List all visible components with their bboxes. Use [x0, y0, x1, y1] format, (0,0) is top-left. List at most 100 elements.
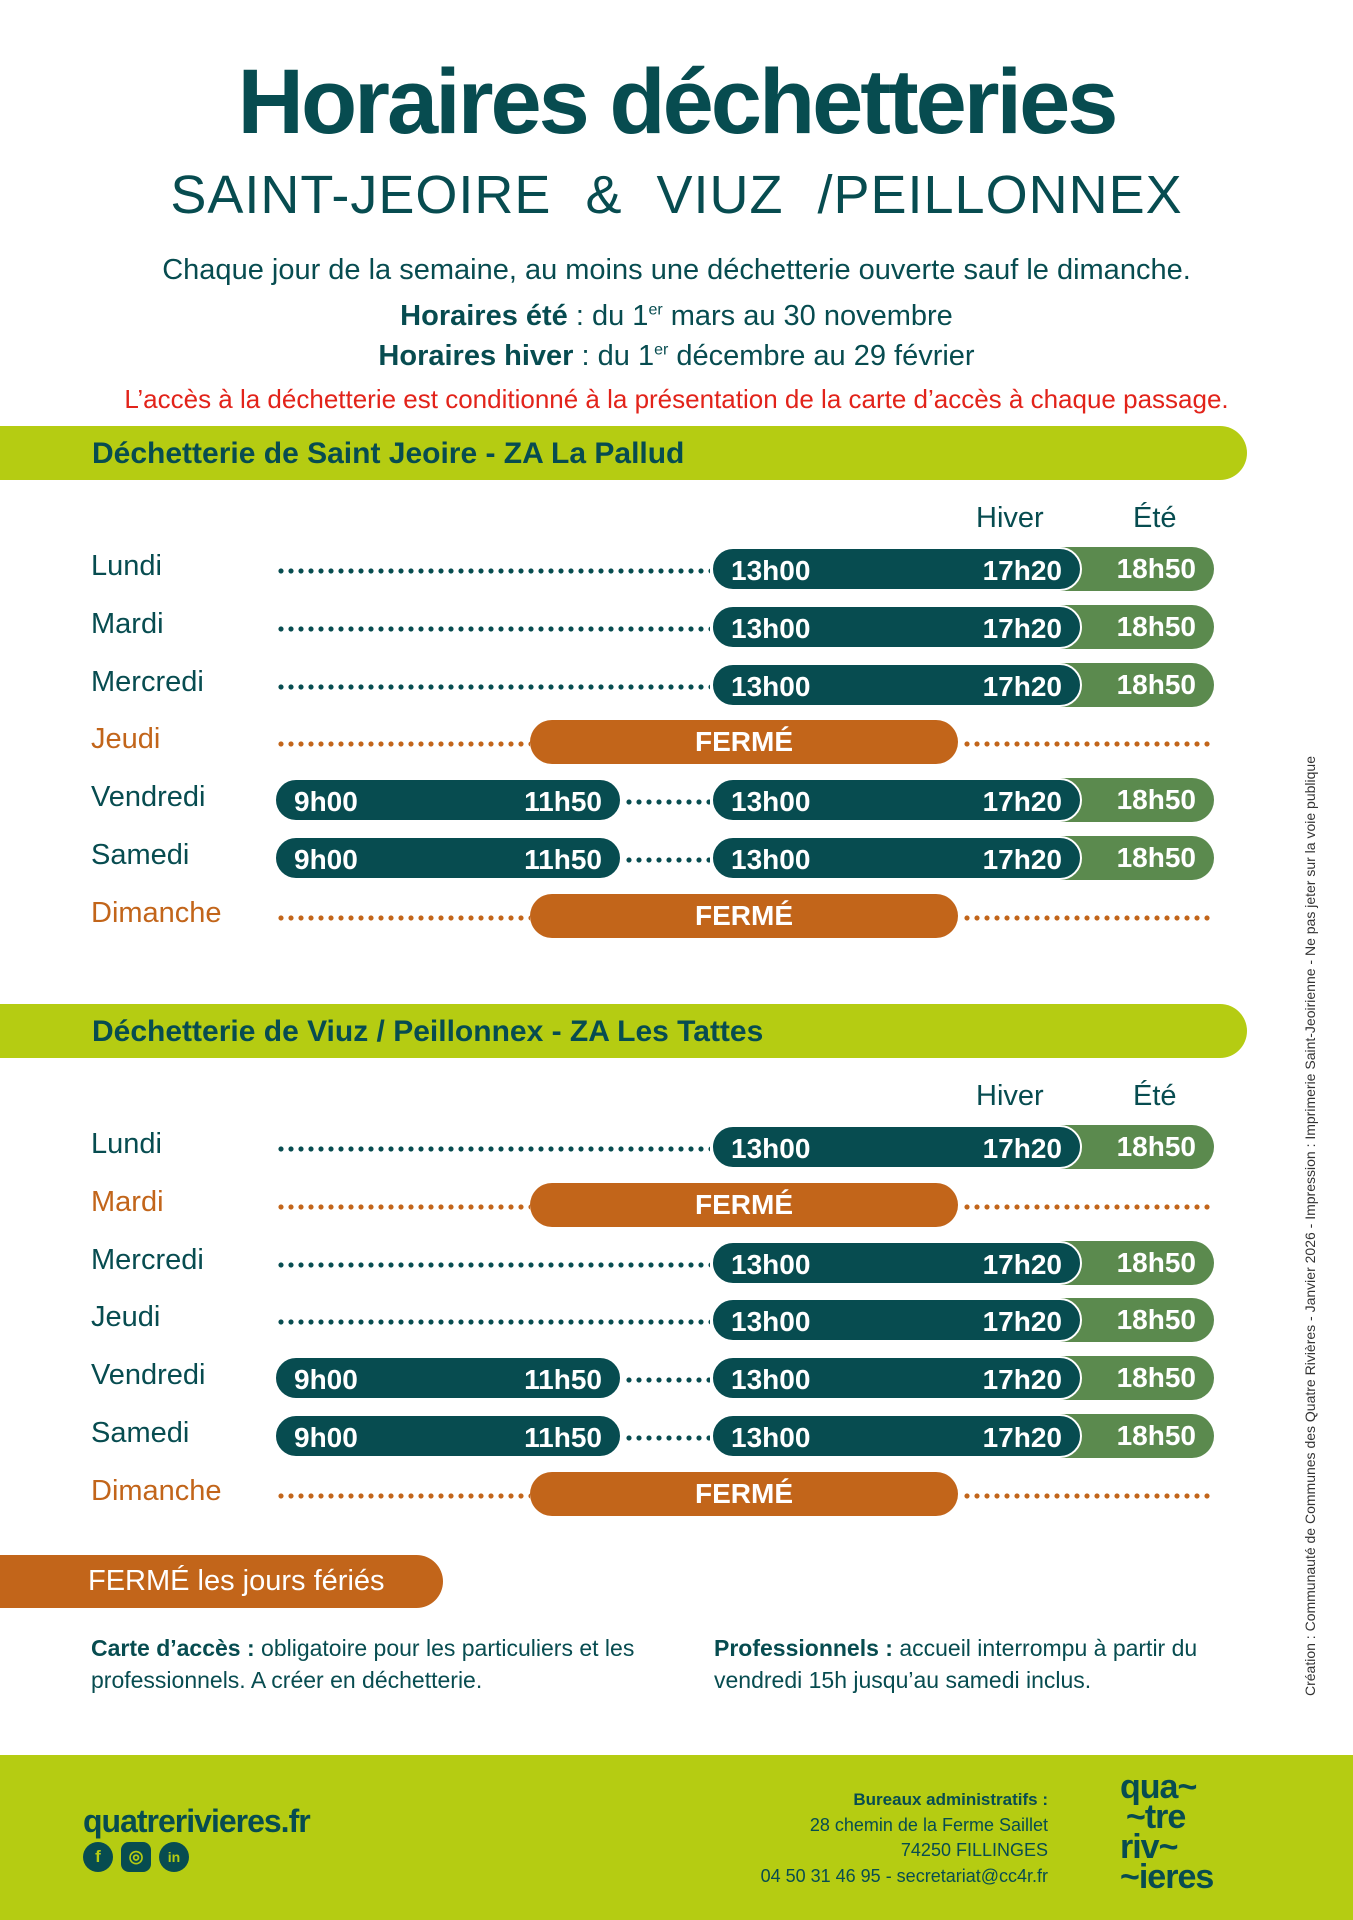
closed-pill: FERMÉ: [530, 1471, 958, 1516]
dotted-line: [276, 568, 710, 574]
opening-time: 13h00: [731, 1248, 811, 1280]
winter-text: décembre au 29 février: [668, 340, 975, 372]
afternoon-hours-pill: 13h00 17h20: [711, 662, 1082, 707]
dotted-line: [276, 914, 530, 921]
note-text: accueil interrompu à partir du vendredi …: [714, 1635, 1198, 1693]
closing-time: 11h50: [524, 1364, 602, 1396]
logo-line: ~tre: [1126, 1798, 1186, 1836]
column-header-winter: Hiver: [976, 502, 1044, 534]
dotted-line: [276, 1319, 710, 1326]
logo-line: qua~: [1120, 1768, 1197, 1806]
summer-closing-time: 18h50: [1116, 1246, 1196, 1278]
afternoon-hours-pill: 13h00 17h20: [711, 1356, 1082, 1401]
section-title: Déchetterie de Saint Jeoire - ZA La Pall…: [92, 437, 685, 470]
morning-hours-pill: 9h00 11h50: [274, 1414, 622, 1458]
winter-label: Horaires hiver: [378, 340, 574, 372]
summer-closing-time: 18h50: [1116, 668, 1196, 700]
summer-closing-time: 18h50: [1116, 1131, 1196, 1162]
day-label: Vendredi: [91, 1359, 206, 1392]
column-header-summer: Été: [1133, 1080, 1177, 1112]
winter-closing-time: 17h20: [982, 1306, 1062, 1338]
holidays-closed-badge: FERMÉ les jours fériés: [0, 1555, 443, 1608]
winter-text: : du 1: [573, 340, 655, 372]
opening-time: 13h00: [731, 555, 811, 586]
address-line: 28 chemin de la Ferme Saillet: [809, 1815, 1048, 1835]
linkedin-icon[interactable]: in: [159, 1842, 189, 1872]
opening-time: 9h00: [294, 786, 358, 818]
closed-pill: FERMÉ: [530, 720, 958, 765]
day-label: Dimanche: [91, 1474, 222, 1507]
day-label: Samedi: [91, 839, 190, 871]
note-text: obligatoire pour les particuliers et les…: [91, 1635, 635, 1693]
opening-time: 13h00: [731, 612, 811, 644]
day-label: Lundi: [91, 550, 162, 582]
winter-closing-time: 17h20: [982, 612, 1062, 644]
logo-line: riv~: [1120, 1828, 1178, 1866]
note-label: Professionnels :: [714, 1635, 893, 1661]
website-link[interactable]: quatrerivieres.fr: [83, 1803, 311, 1839]
day-label: Vendredi: [91, 781, 206, 814]
winter-closing-time: 17h20: [982, 786, 1062, 818]
day-label: Lundi: [91, 1128, 162, 1160]
dotted-line: [276, 741, 530, 748]
afternoon-hours-pill: 13h00 17h20: [711, 1125, 1082, 1169]
dotted-line: [624, 1435, 710, 1441]
summer-closing-time: 18h50: [1116, 1304, 1196, 1336]
summer-closing-time: 18h50: [1116, 784, 1196, 816]
winter-closing-time: 17h20: [982, 1364, 1062, 1396]
winter-closing-time: 17h20: [982, 844, 1062, 875]
facebook-icon[interactable]: f: [83, 1842, 113, 1872]
summer-label: Horaires été: [400, 300, 568, 332]
morning-hours-pill: 9h00 11h50: [274, 1356, 622, 1401]
afternoon-hours-pill: 13h00 17h20: [711, 778, 1082, 823]
column-header-winter: Hiver: [976, 1080, 1044, 1112]
dotted-line: [276, 1261, 710, 1268]
instagram-icon[interactable]: ◎: [121, 1842, 151, 1872]
day-label: Jeudi: [91, 1301, 161, 1334]
winter-closing-time: 17h20: [982, 1248, 1062, 1280]
page-title: Horaires déchetteries: [237, 51, 1119, 153]
opening-time: 9h00: [294, 1364, 358, 1396]
contact-line: 04 50 31 46 95 - secretariat@cc4r.fr: [760, 1866, 1048, 1886]
summer-closing-time: 18h50: [1116, 610, 1196, 642]
afternoon-hours-pill: 13h00 17h20: [711, 547, 1082, 591]
closing-time: 11h50: [524, 844, 602, 875]
summer-closing-time: 18h50: [1116, 842, 1196, 873]
professionals-note: Professionnels : accueil interrompu à pa…: [714, 1632, 1274, 1696]
note-label: Carte d’accès :: [91, 1635, 255, 1661]
summer-closing-time: 18h50: [1116, 1362, 1196, 1394]
afternoon-hours-pill: 13h00 17h20: [711, 1240, 1082, 1285]
winter-closing-time: 17h20: [982, 670, 1062, 702]
address-title: Bureaux administratifs :: [853, 1790, 1048, 1809]
summer-text: mars au 30 novembre: [662, 300, 953, 332]
summer-closing-time: 18h50: [1116, 553, 1196, 584]
column-header-summer: Été: [1133, 502, 1177, 534]
dotted-line: [962, 1492, 1214, 1499]
logo-line: ~ieres: [1120, 1858, 1214, 1896]
afternoon-hours-pill: 13h00 17h20: [711, 604, 1082, 649]
opening-time: 9h00: [294, 844, 358, 875]
access-card-note: Carte d’accès : obligatoire pour les par…: [91, 1632, 651, 1696]
day-label: Mardi: [91, 607, 164, 640]
dotted-line: [624, 799, 710, 806]
day-label: Mercredi: [91, 1243, 204, 1276]
day-label: Dimanche: [91, 896, 222, 929]
dotted-line: [276, 625, 710, 632]
dotted-line: [624, 1377, 710, 1384]
afternoon-hours-pill: 13h00 17h20: [711, 1298, 1082, 1343]
section-header-band: Déchetterie de Viuz / Peillonnex - ZA Le…: [0, 1004, 1247, 1058]
day-label: Jeudi: [91, 723, 161, 756]
summer-text: : du 1: [567, 300, 649, 332]
opening-time: 13h00: [731, 670, 811, 702]
address-city: 74250 FILLINGES: [900, 1840, 1048, 1860]
winter-closing-time: 17h20: [982, 555, 1062, 586]
dotted-line: [276, 1492, 530, 1499]
sup: er: [654, 341, 669, 359]
afternoon-hours-pill: 13h00 17h20: [711, 1414, 1082, 1458]
dotted-line: [276, 1146, 710, 1152]
summer-hours-line: Horaires été : du 1er mars au 30 novembr…: [0, 300, 1353, 333]
closed-pill: FERMÉ: [530, 893, 958, 938]
morning-hours-pill: 9h00 11h50: [274, 836, 622, 880]
opening-time: 13h00: [731, 1364, 811, 1396]
section-title: Déchetterie de Viuz / Peillonnex - ZA Le…: [92, 1015, 764, 1048]
